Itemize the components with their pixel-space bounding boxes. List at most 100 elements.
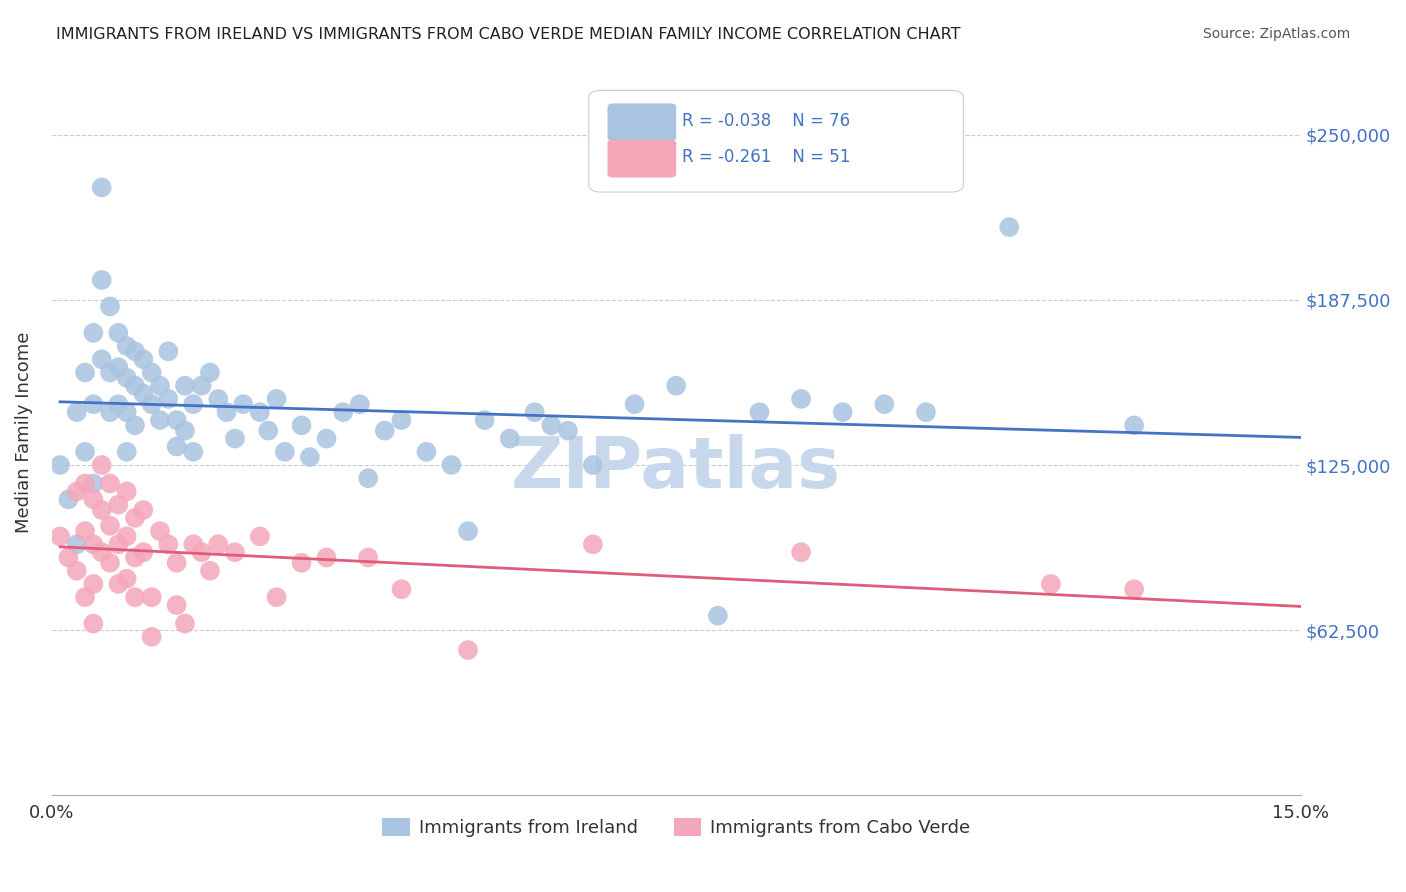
Immigrants from Cabo Verde (790, 545, 813, 559)
Immigrants from Cabo Verde (157, 537, 180, 551)
Immigrants from Ireland (82, 326, 104, 340)
Immigrants from Ireland (132, 352, 155, 367)
Immigrants from Ireland (215, 405, 238, 419)
Immigrants from Ireland (73, 444, 96, 458)
Immigrants from Ireland (66, 405, 89, 419)
Immigrants from Cabo Verde (90, 545, 112, 559)
Immigrants from Ireland (207, 392, 229, 406)
Immigrants from Ireland (790, 392, 813, 406)
Immigrants from Cabo Verde (166, 556, 188, 570)
Immigrants from Cabo Verde (124, 550, 146, 565)
Immigrants from Ireland (915, 405, 938, 419)
Immigrants from Cabo Verde (166, 598, 188, 612)
Immigrants from Ireland (157, 392, 180, 406)
Immigrants from Cabo Verde (82, 577, 104, 591)
Immigrants from Ireland (1123, 418, 1146, 433)
Immigrants from Ireland (181, 444, 204, 458)
Immigrants from Ireland (73, 366, 96, 380)
Immigrants from Ireland (66, 537, 89, 551)
Immigrants from Ireland (124, 344, 146, 359)
Text: R = -0.261    N = 51: R = -0.261 N = 51 (682, 148, 851, 166)
Immigrants from Ireland (174, 378, 197, 392)
Immigrants from Ireland (149, 378, 172, 392)
Immigrants from Cabo Verde (90, 458, 112, 472)
Y-axis label: Median Family Income: Median Family Income (15, 331, 32, 533)
Immigrants from Cabo Verde (73, 590, 96, 604)
Immigrants from Ireland (665, 378, 688, 392)
Text: IMMIGRANTS FROM IRELAND VS IMMIGRANTS FROM CABO VERDE MEDIAN FAMILY INCOME CORRE: IMMIGRANTS FROM IRELAND VS IMMIGRANTS FR… (56, 27, 960, 42)
Immigrants from Cabo Verde (198, 564, 221, 578)
Immigrants from Cabo Verde (115, 572, 138, 586)
Immigrants from Cabo Verde (149, 524, 172, 538)
Immigrants from Ireland (98, 405, 121, 419)
Immigrants from Ireland (440, 458, 463, 472)
Immigrants from Cabo Verde (66, 564, 89, 578)
Immigrants from Ireland (257, 424, 280, 438)
FancyBboxPatch shape (589, 90, 963, 192)
Immigrants from Ireland (290, 418, 312, 433)
Immigrants from Ireland (115, 444, 138, 458)
Immigrants from Cabo Verde (141, 630, 163, 644)
Immigrants from Ireland (124, 418, 146, 433)
Immigrants from Ireland (174, 424, 197, 438)
Text: Source: ZipAtlas.com: Source: ZipAtlas.com (1202, 27, 1350, 41)
Immigrants from Cabo Verde (315, 550, 337, 565)
Immigrants from Ireland (190, 378, 212, 392)
FancyBboxPatch shape (607, 140, 676, 178)
Immigrants from Ireland (98, 366, 121, 380)
Immigrants from Cabo Verde (124, 590, 146, 604)
Immigrants from Ireland (298, 450, 321, 464)
Immigrants from Ireland (107, 397, 129, 411)
Immigrants from Cabo Verde (73, 476, 96, 491)
Immigrants from Ireland (623, 397, 645, 411)
Immigrants from Ireland (166, 413, 188, 427)
Immigrants from Ireland (115, 339, 138, 353)
Immigrants from Ireland (115, 405, 138, 419)
Immigrants from Ireland (707, 608, 730, 623)
Immigrants from Ireland (457, 524, 479, 538)
Immigrants from Cabo Verde (357, 550, 380, 565)
Immigrants from Ireland (332, 405, 354, 419)
Immigrants from Ireland (98, 300, 121, 314)
Immigrants from Cabo Verde (82, 537, 104, 551)
Immigrants from Cabo Verde (58, 550, 80, 565)
Immigrants from Ireland (540, 418, 562, 433)
Immigrants from Ireland (107, 326, 129, 340)
Immigrants from Cabo Verde (98, 476, 121, 491)
Immigrants from Ireland (141, 366, 163, 380)
Immigrants from Cabo Verde (207, 537, 229, 551)
Immigrants from Ireland (415, 444, 437, 458)
Immigrants from Ireland (157, 344, 180, 359)
Immigrants from Ireland (748, 405, 770, 419)
Immigrants from Cabo Verde (132, 503, 155, 517)
Immigrants from Cabo Verde (98, 518, 121, 533)
Immigrants from Ireland (181, 397, 204, 411)
Immigrants from Ireland (82, 397, 104, 411)
Immigrants from Ireland (523, 405, 546, 419)
FancyBboxPatch shape (607, 103, 676, 141)
Immigrants from Ireland (391, 413, 413, 427)
Immigrants from Cabo Verde (457, 643, 479, 657)
Immigrants from Cabo Verde (82, 616, 104, 631)
Legend: Immigrants from Ireland, Immigrants from Cabo Verde: Immigrants from Ireland, Immigrants from… (375, 811, 977, 845)
Immigrants from Cabo Verde (391, 582, 413, 597)
Immigrants from Cabo Verde (107, 498, 129, 512)
Immigrants from Ireland (266, 392, 288, 406)
Immigrants from Ireland (149, 413, 172, 427)
Immigrants from Ireland (998, 220, 1021, 235)
Immigrants from Cabo Verde (98, 556, 121, 570)
Immigrants from Ireland (90, 180, 112, 194)
Immigrants from Cabo Verde (181, 537, 204, 551)
Immigrants from Cabo Verde (107, 537, 129, 551)
Immigrants from Ireland (124, 378, 146, 392)
Immigrants from Ireland (349, 397, 371, 411)
Immigrants from Ireland (132, 386, 155, 401)
Immigrants from Cabo Verde (90, 503, 112, 517)
Immigrants from Cabo Verde (82, 492, 104, 507)
Immigrants from Ireland (357, 471, 380, 485)
Immigrants from Cabo Verde (124, 511, 146, 525)
Immigrants from Cabo Verde (49, 529, 72, 543)
Immigrants from Ireland (831, 405, 853, 419)
Immigrants from Cabo Verde (174, 616, 197, 631)
Immigrants from Ireland (141, 397, 163, 411)
